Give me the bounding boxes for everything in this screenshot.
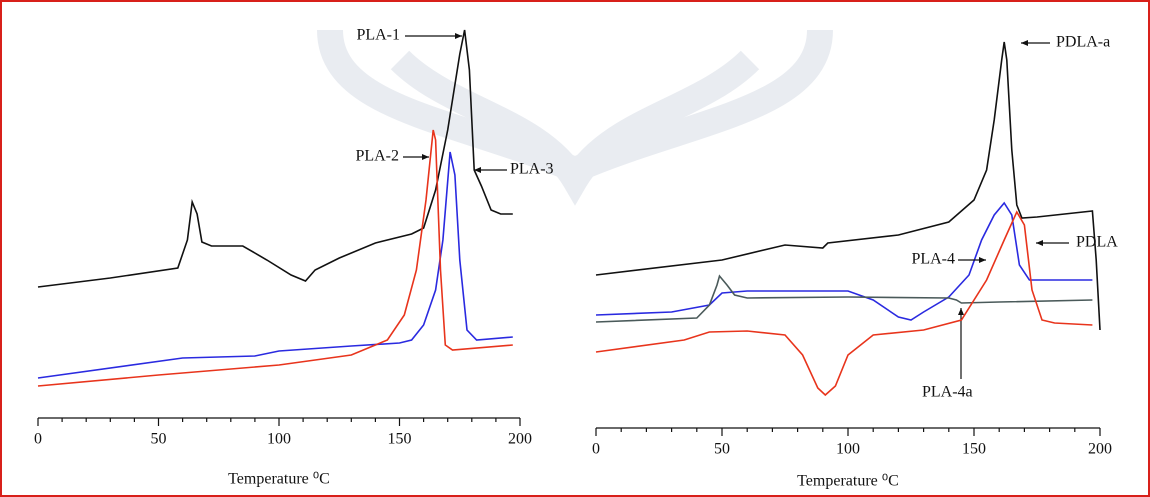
curve <box>595 274 1093 323</box>
x-tick-label: 200 <box>1088 441 1112 458</box>
curve <box>37 129 513 387</box>
watermark <box>317 29 833 206</box>
watermark-shape <box>317 29 833 185</box>
x-axis-label: Temperature ⁰C <box>228 471 330 488</box>
curve <box>595 210 1093 397</box>
x-tick-label: 50 <box>714 441 730 458</box>
curve <box>595 201 1093 321</box>
curve-label: PDLA <box>1076 234 1118 251</box>
x-tick-label: 0 <box>592 441 600 458</box>
x-tick-label: 100 <box>267 431 291 448</box>
x-tick-label: 150 <box>388 431 412 448</box>
curve <box>37 151 513 379</box>
curve-label: PLA-4a <box>922 384 973 401</box>
watermark-shape <box>390 50 760 206</box>
curve-label: PLA-3 <box>510 161 554 178</box>
x-tick-label: 150 <box>962 441 986 458</box>
curve-label: PLA-4 <box>911 251 955 268</box>
x-tick-label: 50 <box>151 431 167 448</box>
curve-label: PDLA-a <box>1056 34 1110 51</box>
curve-label: PLA-2 <box>355 148 399 165</box>
x-axis-label: Temperature ⁰C <box>797 473 899 490</box>
x-tick-label: 0 <box>34 431 42 448</box>
curve <box>37 29 513 288</box>
x-tick-label: 100 <box>836 441 860 458</box>
x-tick-label: 200 <box>508 431 532 448</box>
curve <box>595 41 1101 331</box>
curve-label: PLA-1 <box>356 27 400 44</box>
